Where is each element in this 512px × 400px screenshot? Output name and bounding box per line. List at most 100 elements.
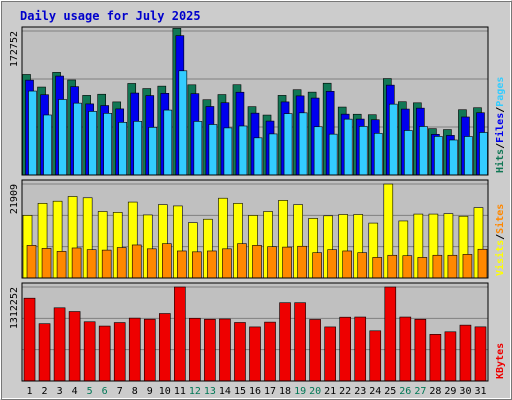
bar-pages-day-27: [419, 126, 428, 176]
bar-kbytes-day-26: [399, 316, 412, 382]
bar-kbytes-day-2: [38, 323, 51, 382]
bar-pages-day-16: [253, 137, 263, 176]
panel-visits: 21909 Visits/Sites: [9, 179, 506, 279]
x-tick-label: 21: [324, 386, 336, 397]
bar-kbytes-day-29: [444, 331, 457, 382]
bar-kbytes-day-10: [159, 313, 171, 382]
bar-kbytes-day-21: [324, 326, 336, 382]
x-tick-label: 11: [174, 386, 186, 397]
bar-kbytes-day-16: [249, 326, 261, 382]
x-tick-label: 12: [189, 386, 201, 397]
bar-kbytes-day-9: [143, 318, 156, 382]
bar-kbytes-day-15: [234, 322, 246, 382]
bar-pages-day-14: [223, 127, 233, 176]
y-tick-label: 1312252: [9, 287, 20, 329]
x-tick-label: 17: [264, 386, 276, 397]
bar-sites-day-5: [86, 249, 97, 279]
bar-pages-day-21: [328, 133, 338, 176]
x-tick-label: 1: [27, 386, 33, 397]
x-tick-label: 5: [87, 386, 93, 397]
bar-kbytes-day-27: [414, 318, 427, 382]
bar-pages-day-29: [449, 139, 458, 176]
x-tick-label: 8: [132, 386, 138, 397]
bar-pages-day-3: [58, 99, 67, 176]
bar-pages-day-9: [148, 127, 158, 176]
legend-requests: Hits/Files/Pages: [494, 77, 506, 173]
bar-kbytes-day-24: [369, 330, 382, 382]
x-tick-label: 9: [147, 386, 153, 397]
x-tick-label: 13: [204, 386, 216, 397]
legend-item: Sites: [494, 204, 506, 234]
bar-sites-day-13: [207, 250, 217, 279]
bar-pages-day-10: [163, 109, 173, 176]
x-tick-label: 19: [294, 386, 306, 397]
bar-sites-day-11: [177, 250, 187, 279]
bar-kbytes-day-23: [354, 316, 367, 382]
bar-sites-day-22: [342, 250, 352, 279]
x-axis-labels: 1 2 3 4 5 6 7 8 9 10 11 12 13 14 15 16 17 18 19 20 21 22 23 24 2…: [27, 386, 487, 397]
bar-pages-day-8: [133, 121, 143, 176]
bar-kbytes-day-6: [98, 325, 111, 382]
bar-sites-day-14: [222, 248, 232, 279]
x-tick-label: 28: [429, 386, 441, 397]
bar-pages-day-22: [343, 118, 353, 176]
legend-item: /: [495, 143, 506, 149]
x-tick-label: 22: [339, 386, 351, 397]
x-tick-label: 31: [474, 386, 486, 397]
bar-kbytes-day-28: [429, 333, 442, 382]
bar-pages-day-19: [298, 112, 308, 176]
bar-kbytes-day-11: [174, 286, 186, 382]
bar-pages-day-30: [464, 136, 473, 176]
bar-kbytes-day-31: [474, 326, 487, 382]
panel-kbytes: 1312252 KBytes: [9, 282, 506, 382]
bar-sites-day-1: [26, 245, 37, 279]
bar-kbytes-day-19: [294, 302, 306, 382]
bar-pages-day-1: [28, 90, 37, 176]
bar-pages-day-4: [73, 102, 82, 176]
bar-sites-day-31: [477, 248, 488, 279]
x-tick-label: 10: [159, 386, 171, 397]
bar-sites-day-25: [387, 254, 398, 279]
bar-kbytes-day-17: [264, 321, 276, 382]
panel-border: [21, 179, 489, 279]
legend-item: Pages: [495, 77, 506, 107]
legend-item: Files: [494, 113, 506, 143]
chart-title: Daily usage for July 2025: [20, 9, 201, 23]
bar-pages-day-25: [388, 103, 398, 176]
bar-sites-day-4: [71, 247, 82, 279]
panel-border: [21, 282, 489, 382]
x-tick-label: 14: [219, 386, 231, 397]
x-tick-label: 3: [57, 386, 63, 397]
bar-sites-day-21: [327, 249, 337, 279]
bar-sites-day-12: [192, 251, 202, 279]
bar-sites-day-3: [56, 251, 67, 279]
bar-pages-day-2: [43, 114, 52, 176]
bar-sites-day-17: [267, 246, 277, 279]
bar-sites-day-18: [282, 246, 292, 279]
x-tick-label: 16: [249, 386, 261, 397]
bar-pages-day-23: [358, 126, 368, 176]
bar-pages-day-28: [434, 136, 443, 176]
bar-sites-day-29: [447, 254, 458, 279]
bar-sites-day-6: [101, 249, 112, 279]
bar-kbytes-day-20: [309, 319, 321, 382]
bar-sites-day-16: [252, 245, 262, 279]
bar-sites-day-2: [41, 248, 52, 279]
panel-border: [21, 26, 489, 176]
bar-pages-day-31: [479, 132, 488, 176]
x-tick-label: 26: [399, 386, 411, 397]
bar-kbytes-day-18: [279, 302, 291, 382]
bar-kbytes-day-30: [459, 324, 472, 382]
bar-sites-day-28: [432, 254, 443, 279]
bar-kbytes-day-12: [189, 317, 201, 382]
bar-sites-day-9: [146, 248, 157, 279]
bar-kbytes-day-25: [384, 286, 397, 382]
bar-pages-day-7: [118, 122, 128, 176]
bar-pages-day-6: [103, 113, 112, 176]
bar-sites-day-19: [297, 245, 307, 279]
x-tick-label: 23: [354, 386, 366, 397]
bar-kbytes-day-5: [83, 321, 96, 382]
bar-sites-day-23: [357, 252, 368, 279]
